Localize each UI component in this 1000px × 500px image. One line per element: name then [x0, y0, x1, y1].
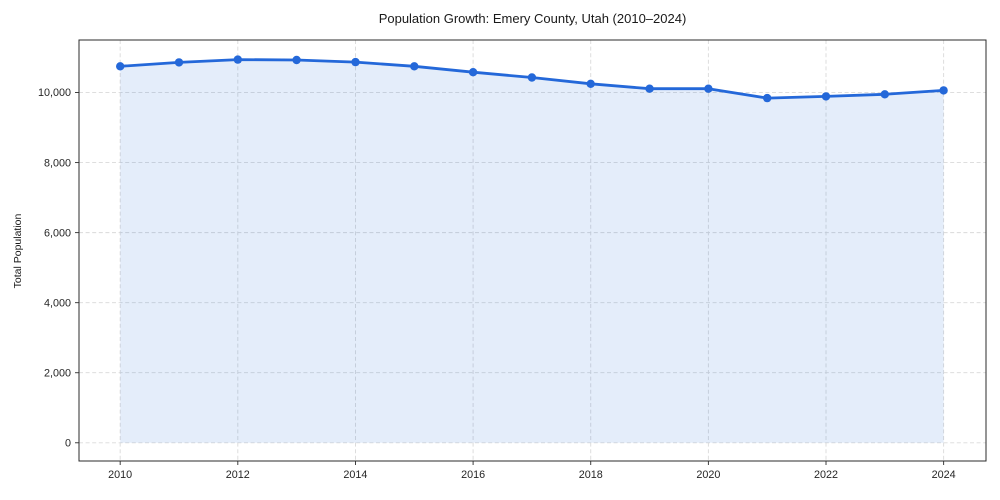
y-tick-label: 4,000: [44, 297, 71, 309]
x-tick-label: 2018: [579, 469, 603, 481]
y-tick-label: 10,000: [38, 87, 71, 99]
x-tick-label: 2016: [461, 469, 485, 481]
data-point-2019: [645, 84, 654, 93]
y-tick-label: 2,000: [44, 367, 71, 379]
x-tick-label: 2012: [226, 469, 250, 481]
data-point-2021: [763, 93, 772, 103]
data-point-2013: [292, 55, 301, 65]
y-axis-label: Total Population: [12, 213, 24, 289]
x-tick-label: 2024: [932, 469, 956, 481]
data-point-2018: [586, 79, 595, 89]
area-fill: [120, 59, 944, 443]
x-tick-label: 2020: [696, 469, 720, 481]
data-point-2010: [116, 62, 125, 71]
data-point-2020: [704, 84, 713, 93]
data-point-2015: [410, 62, 419, 71]
data-point-2011: [174, 58, 184, 67]
y-tick-label: 8,000: [44, 157, 71, 169]
data-point-2014: [351, 57, 360, 67]
data-point-2023: [880, 90, 889, 99]
data-point-2022: [821, 92, 831, 101]
x-tick-label: 2022: [814, 469, 838, 481]
y-tick-label: 6,000: [44, 227, 71, 239]
chart-title: Population Growth: Emery County, Utah (2…: [378, 11, 687, 26]
x-tick-label: 2014: [343, 469, 367, 481]
data-point-2016: [468, 68, 478, 77]
x-tick-label: 2010: [108, 469, 132, 481]
data-point-2012: [233, 55, 242, 64]
data-point-2017: [527, 73, 537, 82]
y-tick-label: 0: [65, 437, 71, 449]
data-point-2024: [939, 86, 948, 95]
plot-frame: [78, 39, 987, 462]
